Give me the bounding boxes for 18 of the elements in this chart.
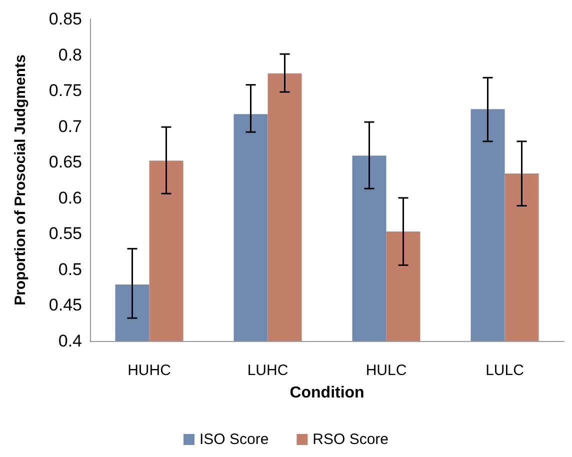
y-tick-label: 0.55 — [48, 224, 82, 244]
y-tick-label: 0.5 — [58, 260, 82, 279]
y-tick-label: 0.85 — [48, 10, 82, 28]
y-tick-label: 0.65 — [48, 152, 82, 172]
y-axis-title: Proportion of Prosocial Judgments — [12, 54, 29, 306]
x-tick-label: HULC — [366, 362, 407, 379]
y-tick-label: 0.6 — [58, 188, 82, 208]
legend-label: ISO Score — [199, 431, 269, 448]
x-tick-label: LUHC — [247, 362, 288, 379]
legend-label: RSO Score — [312, 431, 389, 448]
x-tick-label: LULC — [486, 362, 524, 379]
y-tick-label: 0.8 — [58, 45, 82, 64]
y-tick-label: 0.7 — [58, 116, 82, 136]
x-axis-title: Condition — [290, 384, 364, 402]
x-tick-label: HUHC — [128, 362, 172, 379]
y-tick-label: 0.75 — [48, 81, 82, 100]
y-tick-label: 0.45 — [48, 296, 82, 315]
y-tick-label: 0.4 — [58, 332, 82, 350]
